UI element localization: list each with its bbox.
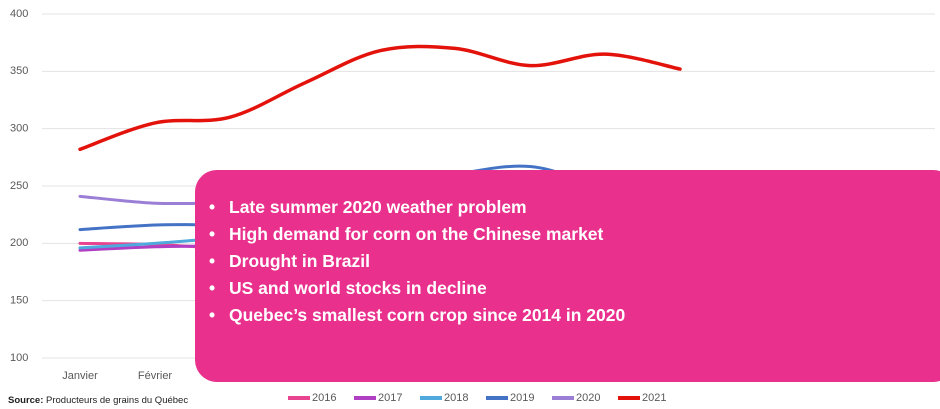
legend-label: 2017 <box>378 392 402 404</box>
legend-label: 2019 <box>510 392 534 404</box>
y-tick-label: 300 <box>10 123 28 135</box>
source-note: Source: Producteurs de grains du Québec <box>8 395 188 406</box>
bullet: Late summer 2020 weather problem <box>209 194 940 221</box>
callout-box: Late summer 2020 weather problemHigh dem… <box>195 170 940 382</box>
x-tick-label: Janvier <box>62 370 98 382</box>
bullet: High demand for corn on the Chinese mark… <box>209 221 940 248</box>
bullet: US and world stocks in decline <box>209 275 940 302</box>
y-tick-label: 400 <box>10 8 28 20</box>
legend-label: 2016 <box>312 392 336 404</box>
source-text: Producteurs de grains du Québec <box>46 395 188 406</box>
x-tick-label: Février <box>138 370 173 382</box>
series-line <box>78 44 682 152</box>
bullet-list: Late summer 2020 weather problemHigh dem… <box>209 194 940 329</box>
legend-label: 2018 <box>444 392 468 404</box>
y-tick-label: 100 <box>10 352 28 364</box>
bullet: Quebec’s smallest corn crop since 2014 i… <box>209 302 940 329</box>
source-label: Source: <box>8 395 43 406</box>
legend-label: 2021 <box>642 392 666 404</box>
legend-label: 2020 <box>576 392 600 404</box>
y-tick-label: 250 <box>10 180 28 192</box>
bullet: Drought in Brazil <box>209 248 940 275</box>
y-tick-label: 200 <box>10 237 28 249</box>
y-tick-label: 150 <box>10 295 28 307</box>
y-tick-label: 350 <box>10 65 28 77</box>
